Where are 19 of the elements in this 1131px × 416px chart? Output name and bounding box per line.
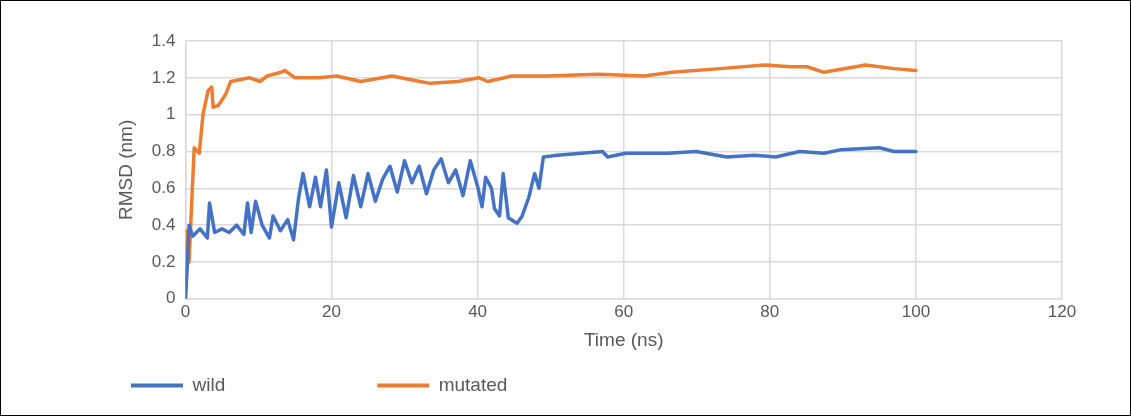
x-tick-label: 60 [614,301,634,321]
legend-label: mutated [438,373,640,395]
x-tick-label: 80 [760,301,780,321]
x-axis-title: Time (ns) [583,328,664,350]
y-tick-label: 1.2 [151,67,176,87]
y-tick-label: 0 [165,288,176,308]
x-tick-label: 120 [1047,301,1077,321]
y-tick-label: 1.4 [151,30,176,50]
legend-label: wild [191,373,358,395]
y-tick-label: 0.2 [151,251,176,271]
y-axis-title: RMSD (nm) [114,119,136,221]
y-tick-label: 0.6 [151,178,176,197]
y-tick-label: 1 [165,104,176,124]
x-tick-label: 100 [901,301,931,321]
y-tick-label: 0.8 [151,141,176,161]
y-tick-label: 0.4 [151,214,176,234]
x-tick-label: 0 [180,301,191,321]
x-tick-label: 40 [468,301,488,321]
x-tick-label: 20 [322,301,341,321]
